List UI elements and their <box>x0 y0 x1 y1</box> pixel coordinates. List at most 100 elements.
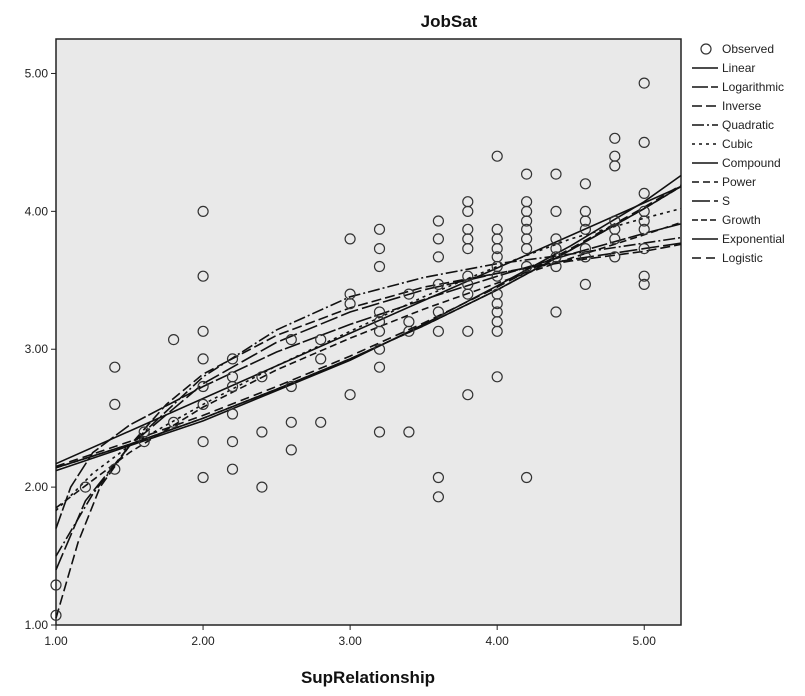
observed-point <box>373 243 386 255</box>
observed-point <box>315 334 327 346</box>
observed-point <box>609 160 621 172</box>
legend-label-linear: Linear <box>722 61 755 75</box>
observed-point <box>491 270 503 282</box>
observed-point <box>609 215 621 227</box>
legend: Observed Linear Logarithmic Inverse Quadrati… <box>692 42 785 265</box>
observed-point <box>109 463 121 475</box>
legend-label-power: Power <box>722 175 756 189</box>
observed-point <box>550 260 562 273</box>
observed-point <box>491 150 503 162</box>
observed-point <box>109 361 121 373</box>
observed-point <box>638 136 650 148</box>
fit-lines <box>55 174 682 619</box>
observed-point <box>256 481 268 493</box>
observed-point <box>373 361 386 373</box>
series-line-exponential <box>55 185 682 469</box>
observed-point <box>638 187 650 199</box>
observed-point <box>373 343 386 355</box>
x-axis: 1.00 2.00 3.00 4.00 5.00 <box>44 625 656 648</box>
legend-label-s: S <box>722 194 730 208</box>
observed-point <box>520 260 533 273</box>
observed-point <box>638 270 650 282</box>
observed-point <box>226 436 239 448</box>
observed-point <box>344 233 356 245</box>
observed-point <box>315 353 327 365</box>
series-line-inverse <box>55 243 682 619</box>
observed-point <box>168 416 180 428</box>
x-tick-label: 5.00 <box>633 634 657 648</box>
y-tick-label: 4.00 <box>25 204 49 218</box>
observed-point <box>491 243 503 255</box>
observed-point <box>491 298 503 310</box>
legend-marker-observed <box>700 43 712 55</box>
observed-point <box>579 278 592 290</box>
series-line-linear <box>55 185 682 465</box>
observed-point <box>520 168 533 180</box>
observed-point <box>109 398 121 410</box>
observed-point <box>344 389 356 401</box>
observed-point <box>550 205 562 217</box>
y-tick-label: 5.00 <box>25 66 49 80</box>
observed-point <box>403 426 415 438</box>
observed-point <box>197 398 209 410</box>
observed-point <box>50 579 62 591</box>
x-tick-label: 3.00 <box>338 634 362 648</box>
observed-point <box>462 325 474 337</box>
observed-point <box>285 444 297 456</box>
observed-point <box>550 168 562 180</box>
legend-label-observed: Observed <box>722 42 774 56</box>
y-tick-label: 2.00 <box>25 480 49 494</box>
legend-label-quadratic: Quadratic <box>722 118 774 132</box>
observed-point <box>462 243 474 255</box>
observed-point <box>432 325 444 337</box>
observed-point <box>197 205 209 217</box>
observed-point <box>226 380 239 393</box>
observed-point <box>491 325 503 337</box>
observed-point <box>344 298 356 310</box>
observed-point <box>197 270 209 282</box>
observed-point <box>638 215 650 227</box>
observed-point <box>403 288 415 300</box>
observed-point <box>168 334 180 346</box>
legend-label-cubic: Cubic <box>722 137 753 151</box>
x-tick-label: 2.00 <box>191 634 215 648</box>
observed-point <box>197 325 209 337</box>
legend-label-inverse: Inverse <box>722 99 762 113</box>
observed-point <box>520 243 533 255</box>
observed-point <box>432 278 444 290</box>
observed-point <box>197 353 209 365</box>
y-tick-label: 3.00 <box>25 342 49 356</box>
observed-point <box>579 251 592 263</box>
observed-point <box>197 380 209 393</box>
observed-point <box>638 77 650 89</box>
observed-point <box>226 353 239 365</box>
observed-points <box>50 77 650 621</box>
observed-point <box>638 243 650 255</box>
observed-point <box>197 471 209 484</box>
observed-point <box>579 243 592 255</box>
observed-point <box>226 408 239 420</box>
observed-point <box>432 233 444 245</box>
observed-point <box>579 215 592 227</box>
observed-point <box>609 233 621 245</box>
observed-point <box>373 223 386 235</box>
observed-point <box>432 306 444 318</box>
observed-point <box>432 471 444 484</box>
observed-point <box>462 270 474 282</box>
observed-point <box>550 306 562 318</box>
observed-point <box>373 426 386 438</box>
x-axis-label: SupRelationship <box>301 668 435 687</box>
observed-point <box>550 243 562 255</box>
observed-point <box>256 371 268 383</box>
observed-point <box>432 251 444 263</box>
observed-point <box>609 132 621 144</box>
observed-point <box>256 426 268 438</box>
y-axis: 1.00 2.00 3.00 4.00 5.00 <box>25 66 56 632</box>
observed-point <box>638 278 650 290</box>
observed-point <box>462 205 474 217</box>
observed-point <box>315 416 327 428</box>
observed-point <box>579 223 592 235</box>
observed-point <box>285 334 297 346</box>
